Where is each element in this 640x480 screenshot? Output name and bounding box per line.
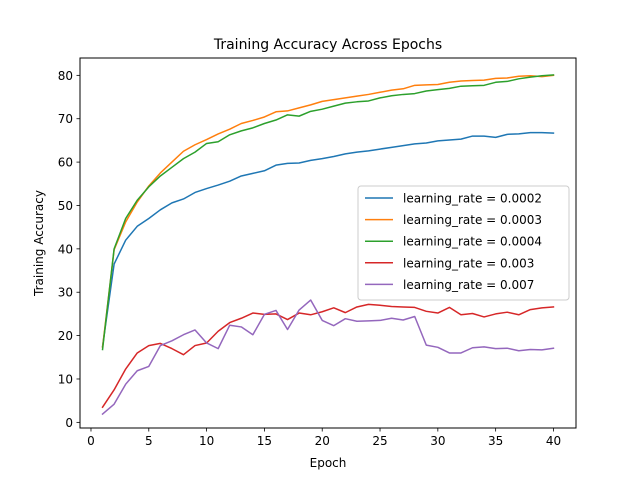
series-line-2 xyxy=(101,74,555,349)
x-tick-label: 10 xyxy=(199,434,214,448)
legend-label-1: learning_rate = 0.0002 xyxy=(403,192,542,206)
chart-title: Training Accuracy Across Epochs xyxy=(213,37,442,53)
y-tick-label: 30 xyxy=(58,286,73,300)
series-line-5 xyxy=(101,299,555,416)
y-tick-label: 40 xyxy=(58,242,73,256)
y-axis-ticks: 0 10 20 30 40 50 60 70 80 xyxy=(58,69,80,430)
legend-label-4: learning_rate = 0.003 xyxy=(403,256,534,270)
x-tick-label: 40 xyxy=(546,434,561,448)
x-tick-label: 25 xyxy=(372,434,387,448)
series-lines xyxy=(101,74,555,416)
legend-label-5: learning_rate = 0.007 xyxy=(403,278,534,292)
x-tick-label: 15 xyxy=(257,434,272,448)
y-tick-label: 80 xyxy=(58,69,73,83)
legend-box xyxy=(357,185,570,301)
plot-area-frame xyxy=(79,57,577,429)
x-axis-label: Epoch xyxy=(310,456,347,470)
series-line-4 xyxy=(101,303,555,409)
x-tick-label: 5 xyxy=(145,434,153,448)
x-tick-label: 35 xyxy=(488,434,503,448)
legend-label-3: learning_rate = 0.0004 xyxy=(403,235,542,249)
legend: learning_rate = 0.0002 learning_rate = 0.… xyxy=(357,185,570,301)
x-tick-label: 0 xyxy=(87,434,95,448)
legend-label-2: learning_rate = 0.0003 xyxy=(403,213,542,227)
y-tick-label: 10 xyxy=(58,372,73,386)
y-tick-label: 70 xyxy=(58,112,73,126)
x-tick-label: 30 xyxy=(430,434,445,448)
y-axis-label: Training Accuracy xyxy=(32,190,46,297)
y-tick-label: 0 xyxy=(65,416,73,430)
x-axis-ticks: 0 5 10 15 20 25 30 35 40 xyxy=(87,428,561,448)
y-tick-label: 60 xyxy=(58,156,73,170)
y-tick-label: 20 xyxy=(58,329,73,343)
x-tick-label: 20 xyxy=(315,434,330,448)
series-line-3 xyxy=(101,74,555,351)
y-tick-label: 50 xyxy=(58,199,73,213)
series-line-1 xyxy=(101,131,555,348)
